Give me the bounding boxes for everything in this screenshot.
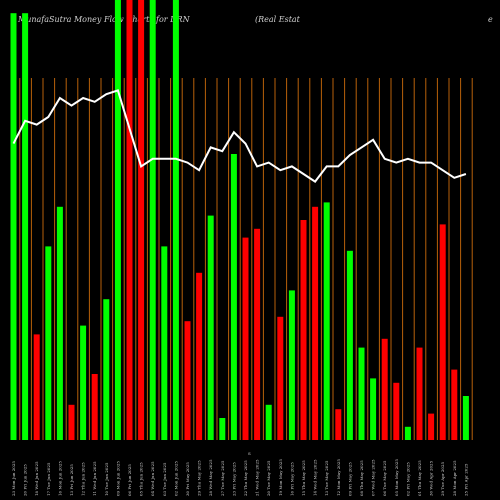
x-tick-label: 13 Tue May 2025 [324, 460, 329, 496]
bar [346, 250, 353, 440]
bar [10, 13, 17, 440]
bars [10, 0, 469, 440]
bar [219, 418, 226, 440]
bar [114, 0, 121, 440]
bar [22, 13, 29, 440]
bar [381, 338, 388, 440]
x-tick-label: 02 Mon Jun 2025 [173, 461, 178, 496]
x-tick-label: 12 Mon May 2025 [336, 459, 341, 496]
bar [103, 299, 110, 440]
money-flow-line [12, 89, 467, 183]
bar [68, 404, 75, 440]
bar [230, 154, 237, 440]
x-tick-label: 27 Tue May 2025 [220, 460, 225, 496]
x-tick-label: 11 Wed Jun 2025 [92, 461, 97, 496]
x-tick-label: 28 Wed May 2025 [208, 459, 213, 496]
bar [45, 246, 52, 440]
bar [288, 290, 295, 440]
bar [91, 374, 98, 440]
bar [161, 246, 168, 440]
bar [451, 369, 458, 440]
x-tick-label: 03 Tue Jun 2025 [162, 462, 167, 496]
x-tick-label: 06 Fri Jun 2025 [127, 464, 132, 496]
x-tick-label: 06 Tue May 2025 [382, 460, 387, 496]
x-tick-label: 30 Fri May 2025 [185, 462, 190, 496]
bar [184, 321, 191, 440]
bar [393, 382, 400, 440]
x-tick-label: 23 Fri May 2025 [231, 462, 236, 496]
x-tick-label: 18 Wed Jun 2025 [34, 461, 39, 496]
bar [33, 334, 40, 440]
x-tick-label: 29 Tue Apr 2025 [440, 461, 445, 496]
bar [300, 220, 307, 440]
x-tick-label: 12 Thu Jun 2025 [81, 462, 86, 496]
x-tick-label: 04 Wed Jun 2025 [150, 461, 155, 496]
bar [335, 409, 342, 440]
x-tick-label: 15 Thu May 2025 [301, 460, 306, 496]
bar [462, 396, 469, 440]
bar [80, 325, 87, 440]
chart-title: MunafaSutra Money Flow Charts for DRN [17, 15, 191, 24]
x-tick-label: 17 Tue Jun 2025 [46, 462, 51, 496]
bar [265, 404, 272, 440]
bar [323, 202, 330, 440]
bar [404, 426, 411, 440]
bar [254, 228, 261, 440]
x-tick-label: 29 Thu May 2025 [197, 460, 202, 496]
grid-lines [19, 78, 473, 440]
bar [416, 347, 423, 440]
chart-title-tail: e [488, 15, 493, 24]
bar [439, 224, 446, 440]
bar [207, 215, 214, 440]
x-tick-label: 14 Wed May 2025 [313, 459, 318, 496]
bar [242, 237, 249, 440]
x-tick-label: 09 Fri May 2025 [347, 462, 352, 496]
bar [126, 0, 133, 440]
bar [149, 0, 156, 440]
x-tick-label: 22 Thu May 2025 [243, 460, 248, 496]
x-tick-label: 08 Thu May 2025 [359, 460, 364, 496]
x-tick-label: 01 Thu May 2025 [417, 460, 422, 496]
center-tick-label: S [248, 451, 251, 456]
x-tick-label: 13 Fri Jun 2025 [69, 464, 74, 496]
x-tick-label: 10 Tue Jun 2025 [104, 462, 109, 496]
bar [370, 378, 377, 440]
bar [358, 347, 365, 440]
x-tick-label: 16 Fri May 2025 [289, 462, 294, 496]
x-tick-labels: 23 Mon Jun 2025 20 Fri Jun 2025 18 Wed Jun… [11, 459, 468, 496]
x-tick-label: 20 Fri Jun 2025 [23, 464, 28, 496]
x-tick-label: 05 Mon May 2025 [394, 459, 399, 496]
x-tick-label: 23 Mon Jun 2025 [11, 461, 16, 496]
x-tick-label: 02 Fri May 2025 [405, 462, 410, 496]
x-tick-label: 20 Tue May 2025 [266, 460, 271, 496]
x-tick-label: 05 Thu Jun 2025 [139, 462, 144, 496]
bar [277, 316, 284, 440]
x-tick-label: 19 Mon May 2025 [278, 459, 283, 496]
chart-subtitle: (Real Estat [255, 15, 301, 24]
x-tick-label: 16 Mon Jun 2025 [57, 461, 62, 496]
bar [56, 206, 63, 440]
x-tick-label: 30 Wed Apr 2025 [429, 460, 434, 496]
bar [312, 206, 319, 440]
bar [196, 272, 203, 440]
x-tick-label: 09 Mon Jun 2025 [115, 461, 120, 496]
bar [428, 413, 435, 440]
bar [138, 0, 145, 440]
x-tick-label: 25 Fri Apr 2025 [463, 463, 468, 496]
x-tick-label: 21 Wed May 2025 [255, 459, 260, 496]
x-tick-label: 28 Mon Apr 2025 [452, 460, 457, 496]
bar [172, 0, 179, 440]
x-tick-label: 07 Wed May 2025 [371, 459, 376, 496]
